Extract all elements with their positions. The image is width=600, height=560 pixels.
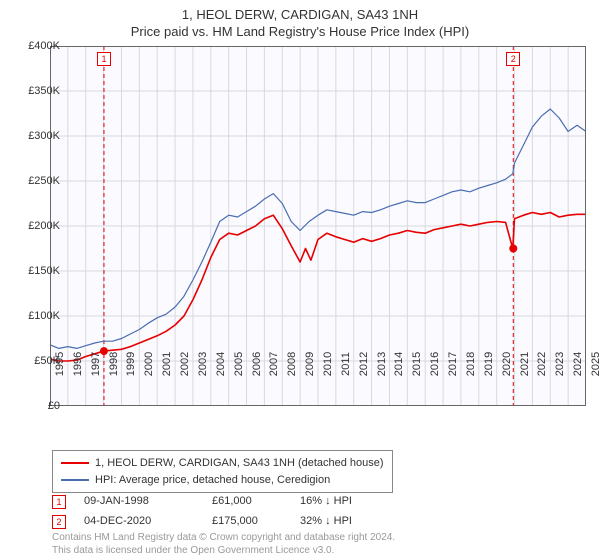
x-tick-label: 2005 xyxy=(233,352,245,376)
x-tick-label: 2018 xyxy=(465,352,477,376)
x-tick-label: 2003 xyxy=(197,352,209,376)
sale-marker-2: 2 xyxy=(506,52,520,66)
x-tick-label: 2024 xyxy=(572,352,584,376)
sale-marker-icon: 1 xyxy=(52,495,66,509)
x-tick-label: 2002 xyxy=(179,352,191,376)
x-tick-label: 2015 xyxy=(411,352,423,376)
x-tick-label: 2007 xyxy=(268,352,280,376)
legend-label: 1, HEOL DERW, CARDIGAN, SA43 1NH (detach… xyxy=(95,455,384,472)
sale-marker-icon: 2 xyxy=(52,515,66,529)
x-tick-label: 2008 xyxy=(286,352,298,376)
legend: 1, HEOL DERW, CARDIGAN, SA43 1NH (detach… xyxy=(52,450,393,493)
sale-diff: 32% ↓ HPI xyxy=(300,512,390,532)
x-tick-label: 2017 xyxy=(447,352,459,376)
sale-date: 09-JAN-1998 xyxy=(84,492,194,512)
x-tick-label: 2001 xyxy=(161,352,173,376)
legend-swatch xyxy=(61,462,89,464)
x-tick-label: 1997 xyxy=(90,352,102,376)
x-tick-label: 2004 xyxy=(215,352,227,376)
chart-subtitle: Price paid vs. HM Land Registry's House … xyxy=(0,24,600,43)
y-tick-label: £350K xyxy=(28,85,60,97)
sale-price: £61,000 xyxy=(212,492,282,512)
sale-diff: 16% ↓ HPI xyxy=(300,492,390,512)
footnote: Contains HM Land Registry data © Crown c… xyxy=(52,532,395,557)
y-tick-label: £100K xyxy=(28,310,60,322)
sales-table: 1 09-JAN-1998 £61,000 16% ↓ HPI 2 04-DEC-2020… xyxy=(52,492,390,532)
x-tick-label: 2020 xyxy=(501,352,513,376)
sale-marker-1: 1 xyxy=(97,52,111,66)
x-tick-label: 2010 xyxy=(322,352,334,376)
y-tick-label: £200K xyxy=(28,220,60,232)
y-tick-label: £250K xyxy=(28,175,60,187)
y-tick-label: £0 xyxy=(48,400,60,412)
footnote-line2: This data is licensed under the Open Gov… xyxy=(52,545,334,556)
footnote-line1: Contains HM Land Registry data © Crown c… xyxy=(52,532,395,543)
legend-label: HPI: Average price, detached house, Cere… xyxy=(95,472,330,489)
legend-item: 1, HEOL DERW, CARDIGAN, SA43 1NH (detach… xyxy=(61,455,384,472)
x-tick-label: 2021 xyxy=(519,352,531,376)
chart-container: 1, HEOL DERW, CARDIGAN, SA43 1NH Price p… xyxy=(0,0,600,560)
x-tick-label: 2022 xyxy=(536,352,548,376)
x-tick-label: 1999 xyxy=(125,352,137,376)
y-tick-label: £400K xyxy=(28,40,60,52)
x-tick-label: 1995 xyxy=(54,352,66,376)
x-tick-label: 2019 xyxy=(483,352,495,376)
x-tick-label: 2006 xyxy=(251,352,263,376)
x-tick-label: 2012 xyxy=(358,352,370,376)
x-tick-label: 2014 xyxy=(393,352,405,376)
x-tick-label: 2025 xyxy=(590,352,600,376)
x-tick-label: 1998 xyxy=(108,352,120,376)
x-tick-label: 1996 xyxy=(72,352,84,376)
sale-date: 04-DEC-2020 xyxy=(84,512,194,532)
x-tick-label: 2016 xyxy=(429,352,441,376)
sale-row: 1 09-JAN-1998 £61,000 16% ↓ HPI xyxy=(52,492,390,512)
x-tick-label: 2023 xyxy=(554,352,566,376)
x-tick-label: 2009 xyxy=(304,352,316,376)
chart-title: 1, HEOL DERW, CARDIGAN, SA43 1NH xyxy=(0,0,600,24)
y-tick-label: £150K xyxy=(28,265,60,277)
sale-row: 2 04-DEC-2020 £175,000 32% ↓ HPI xyxy=(52,512,390,532)
legend-item: HPI: Average price, detached house, Cere… xyxy=(61,472,384,489)
y-tick-label: £300K xyxy=(28,130,60,142)
x-tick-label: 2011 xyxy=(340,352,352,376)
legend-swatch xyxy=(61,479,89,481)
x-tick-label: 2013 xyxy=(376,352,388,376)
x-tick-label: 2000 xyxy=(143,352,155,376)
sale-price: £175,000 xyxy=(212,512,282,532)
